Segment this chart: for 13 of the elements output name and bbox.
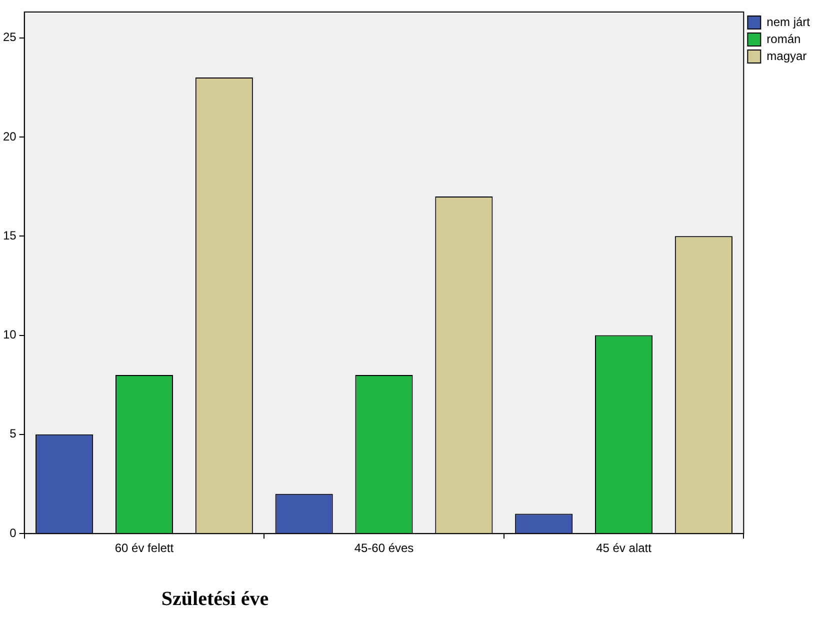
y-tick-label: 20	[2, 129, 17, 144]
legend-label: román	[766, 32, 801, 46]
x-axis-title: Születési éve	[160, 588, 270, 611]
x-tick-label: 45 év alatt	[596, 541, 652, 556]
y-tick-label: 15	[2, 228, 17, 242]
y-tick-label: 0	[10, 526, 17, 540]
y-tick-label: 10	[2, 328, 17, 342]
legend-label: nem járt	[766, 14, 811, 29]
legend-label: magyar	[766, 48, 807, 63]
y-tick-label: 25	[2, 30, 17, 44]
x-tick-label: 60 év felett	[114, 541, 174, 556]
x-tick-label: 45-60 éves	[354, 541, 414, 556]
y-tick-label: 5	[10, 426, 17, 441]
